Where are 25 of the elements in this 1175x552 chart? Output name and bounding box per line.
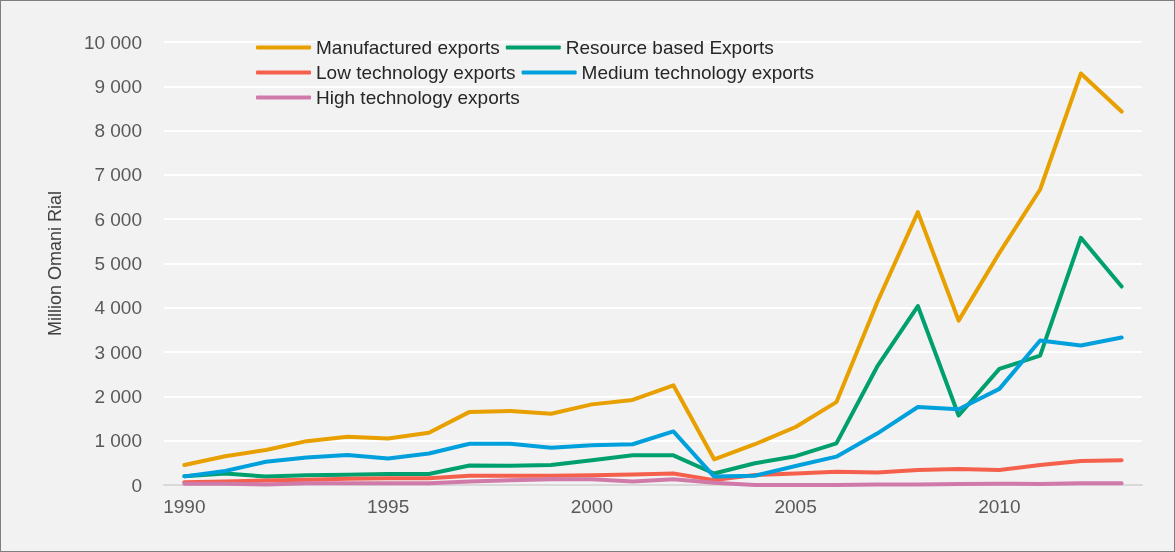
y-tick-label: 8 000 [94, 120, 142, 142]
x-tick-label: 1990 [163, 496, 206, 517]
line-series [182, 235, 1124, 479]
y-axis-title: Million Omani Rial [45, 190, 65, 337]
legend-label: High technology exports [316, 87, 520, 108]
x-tick-label: 2000 [570, 496, 614, 517]
x-tick-label: 2005 [774, 496, 817, 517]
y-tick-label: 4 000 [94, 297, 142, 319]
line-series [182, 335, 1124, 479]
x-tick-label: 1995 [366, 496, 410, 517]
legend-label: Resource based Exports [565, 37, 774, 58]
y-tick-label: 1 000 [94, 430, 142, 452]
y-tick-label: 6 000 [94, 208, 142, 230]
line-series [182, 458, 1124, 485]
y-tick-label: 0 [131, 474, 142, 496]
legend-label: Manufactured exports [316, 37, 500, 58]
x-tick-label: 2010 [978, 496, 1021, 517]
y-tick-label: 2 000 [94, 385, 142, 407]
legend-label: Medium technology exports [581, 62, 814, 83]
legend-label: Low technology exports [316, 62, 516, 83]
y-tick-label: 3 000 [94, 341, 142, 363]
y-tick-label: 5 000 [94, 253, 142, 274]
y-tick-label: 7 000 [94, 164, 142, 186]
y-tick-label: 9 000 [94, 75, 142, 97]
y-tick-label: 10 000 [83, 31, 142, 53]
